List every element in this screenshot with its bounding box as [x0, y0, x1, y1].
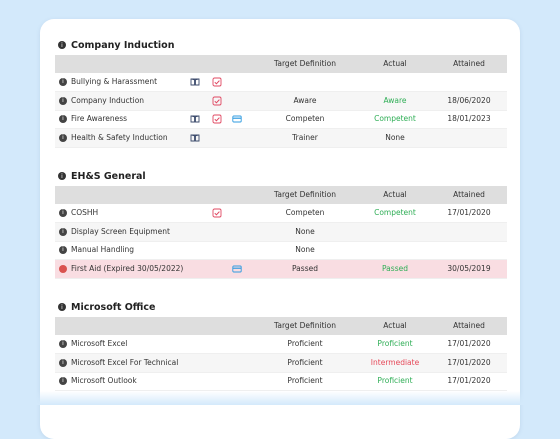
skill-name[interactable]: Microsoft Excel — [71, 339, 128, 348]
column-header-actual[interactable]: Actual — [383, 321, 407, 330]
actual-level: Competent — [374, 114, 416, 123]
section-title-text: EH&S General — [71, 170, 146, 182]
skill-name[interactable]: Microsoft Excel For Technical — [71, 357, 179, 367]
table-row[interactable]: i Company Induction Aware Aware 18/06/2020 — [55, 91, 507, 111]
actual-level: Proficient — [377, 339, 413, 348]
target-definition: Competen — [285, 208, 325, 217]
bottom-fade — [0, 391, 560, 405]
table-row[interactable]: i Bullying & Harassment — [55, 73, 507, 92]
actual-level: Intermediate — [370, 357, 420, 367]
attained-date: 17/01/2020 — [447, 376, 491, 385]
actual-level: Aware — [383, 95, 407, 105]
target-definition — [235, 73, 375, 91]
table-row[interactable]: i Microsoft Outlook Proficient Proficient 17… — [55, 372, 507, 391]
column-header-target[interactable]: Target Definition — [274, 321, 336, 330]
attained-date — [430, 223, 508, 241]
target-definition: Proficient — [287, 357, 323, 367]
info-icon[interactable]: i — [59, 358, 67, 367]
attained-date — [430, 241, 508, 259]
attained-date: 17/01/2020 — [447, 339, 491, 348]
section-title: i Microsoft Office — [58, 300, 155, 314]
table-header: Target Definition Actual Attained — [55, 55, 507, 73]
skill-name[interactable]: Microsoft Outlook — [71, 376, 137, 385]
info-icon[interactable]: i — [59, 209, 67, 217]
actual-level — [360, 73, 430, 91]
section-title: i EH&S General — [58, 169, 146, 183]
skill-name[interactable]: First Aid (Expired 30/05/2022) — [71, 263, 184, 273]
check-icon[interactable] — [212, 208, 222, 218]
target-definition: Aware — [293, 95, 317, 105]
info-icon[interactable]: i — [59, 133, 67, 142]
training-matrix-card: i Company Induction Target Definition Actua… — [40, 19, 520, 439]
table-row[interactable]: i Microsoft Excel For Technical Proficient… — [55, 353, 507, 373]
target-definition: Proficient — [287, 376, 323, 385]
section-title: i Company Induction — [58, 38, 174, 52]
skill-name[interactable]: Health & Safety Induction — [71, 132, 168, 142]
info-icon[interactable]: i — [59, 115, 67, 123]
actual-level: Competent — [374, 208, 416, 217]
skill-name[interactable]: Fire Awareness — [71, 114, 128, 123]
info-icon[interactable]: i — [58, 303, 66, 311]
book-icon[interactable] — [190, 114, 200, 124]
skill-name[interactable]: Company Induction — [71, 95, 145, 105]
info-icon[interactable]: i — [58, 172, 66, 180]
skill-name[interactable]: COSHH — [71, 208, 99, 217]
check-icon[interactable] — [212, 96, 222, 106]
card-icon[interactable] — [232, 264, 242, 274]
target-definition: Competen — [285, 114, 325, 123]
actual-level: Proficient — [377, 376, 413, 385]
skill-name[interactable]: Bullying & Harassment — [71, 77, 158, 86]
skill-name[interactable]: Manual Handling — [71, 245, 135, 254]
info-icon[interactable]: i — [59, 377, 67, 385]
info-icon[interactable]: i — [59, 264, 67, 273]
actual-level — [360, 223, 430, 241]
section-title-text: Microsoft Office — [71, 301, 156, 313]
attained-date: 18/01/2023 — [447, 114, 491, 123]
table-row[interactable]: i Microsoft Excel Proficient Proficient 17/0… — [55, 335, 507, 354]
attained-date: 30/05/2019 — [447, 263, 491, 273]
actual-level: Passed — [382, 263, 408, 273]
info-icon[interactable]: i — [59, 227, 67, 236]
column-header-target[interactable]: Target Definition — [274, 190, 336, 199]
attained-date: 17/01/2020 — [447, 208, 491, 217]
table-header: Target Definition Actual Attained — [55, 186, 507, 204]
target-definition: Trainer — [292, 132, 318, 142]
column-header-attained[interactable]: Attained — [453, 59, 485, 68]
table-row[interactable]: i First Aid (Expired 30/05/2022) Passed Pas… — [55, 259, 507, 279]
attained-date: 17/01/2020 — [447, 357, 491, 367]
table-row[interactable]: i Fire Awareness Competen Competent 18/01/20… — [55, 110, 507, 129]
card-icon[interactable] — [232, 114, 242, 124]
target-definition: Proficient — [287, 339, 323, 348]
info-icon[interactable]: i — [59, 78, 67, 86]
target-definition: None — [295, 245, 315, 254]
actual-level — [360, 241, 430, 259]
book-icon[interactable] — [190, 133, 200, 143]
book-icon[interactable] — [190, 77, 200, 87]
table-header: Target Definition Actual Attained — [55, 317, 507, 335]
check-icon[interactable] — [212, 77, 222, 87]
info-icon[interactable]: i — [59, 246, 67, 254]
info-icon[interactable]: i — [58, 41, 66, 49]
section-title-text: Company Induction — [71, 39, 175, 51]
info-icon[interactable]: i — [59, 96, 67, 105]
actual-level: None — [385, 132, 405, 142]
attained-date — [430, 129, 508, 147]
check-icon[interactable] — [212, 114, 222, 124]
target-definition: Passed — [292, 263, 318, 273]
table-row[interactable]: i COSHH Competen Competent 17/01/2020 — [55, 204, 507, 223]
table-row[interactable]: i Health & Safety Induction Trainer None — [55, 128, 508, 148]
column-header-attained[interactable]: Attained — [453, 190, 485, 199]
target-definition: None — [295, 226, 315, 236]
column-header-target[interactable]: Target Definition — [274, 59, 336, 68]
column-header-actual[interactable]: Actual — [383, 59, 407, 68]
table-row[interactable]: i Display Screen Equipment None — [55, 222, 508, 242]
attained-date: 18/06/2020 — [447, 95, 491, 105]
skill-name[interactable]: Display Screen Equipment — [71, 226, 170, 236]
attained-date — [430, 73, 508, 91]
column-header-attained[interactable]: Attained — [453, 321, 485, 330]
column-header-actual[interactable]: Actual — [383, 190, 407, 199]
table-row[interactable]: i Manual Handling None — [55, 241, 507, 260]
info-icon[interactable]: i — [59, 340, 67, 348]
